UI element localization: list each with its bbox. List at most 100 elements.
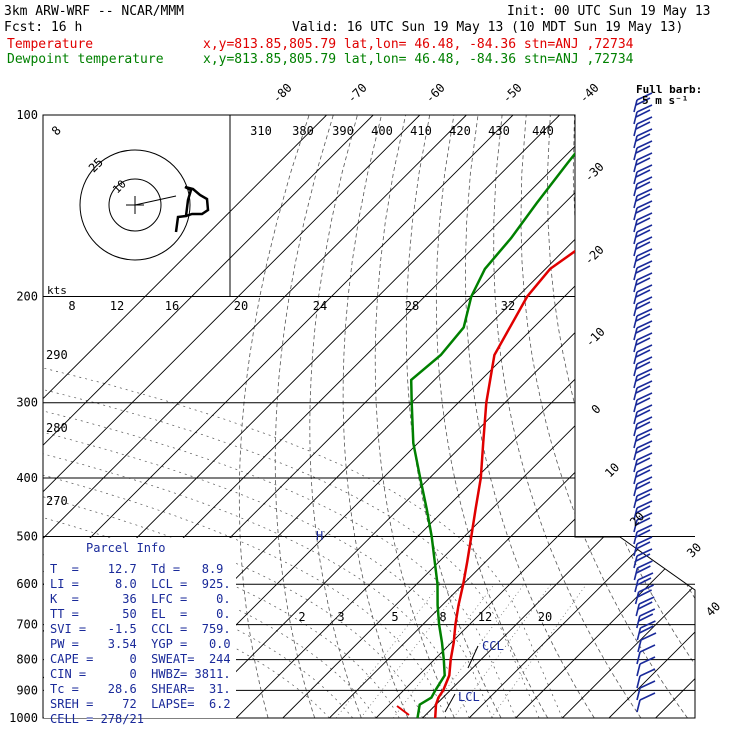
mixing-ratio-label: 3	[337, 610, 344, 624]
wind-barb-flag	[636, 356, 653, 365]
wind-barb-flag	[639, 625, 654, 634]
wind-barb-staff	[636, 615, 641, 629]
wind-barb-staff	[633, 207, 638, 221]
speed-label: 12	[110, 299, 124, 313]
wind-barb-staff	[633, 267, 638, 281]
wind-barb-flag	[636, 440, 653, 449]
wind-barb-flag	[637, 601, 653, 610]
wind-barb-flag	[635, 517, 651, 526]
mixing-ratio-line	[360, 583, 464, 718]
hodograph-ring-label-2: 25	[86, 155, 106, 175]
wind-barb-flag	[637, 572, 654, 581]
pressure-tick-label: 800	[16, 653, 38, 667]
mixing-ratio-label: 20	[538, 610, 552, 624]
theta-label: 400	[371, 124, 393, 138]
wind-barb-staff	[636, 663, 641, 677]
moist-adiabat	[43, 296, 377, 718]
wind-barb-flag	[635, 349, 651, 358]
header: 3km ARW-WRF -- NCAR/MMM Init: 00 UTC Sun…	[4, 4, 711, 67]
temperature-legend-label: Temperature	[7, 37, 93, 52]
wind-barb-staff	[633, 555, 638, 569]
full-barb-title: Full barb:	[636, 83, 702, 96]
wind-barb-staff	[633, 135, 638, 149]
wind-barb-staff	[633, 219, 638, 233]
wind-barb-flag	[636, 524, 653, 533]
wind-barb-flag	[640, 620, 656, 629]
wind-barb-staff	[636, 687, 641, 701]
wind-barb-flag	[636, 428, 653, 437]
wind-barb-flag	[635, 529, 651, 538]
dry-adiabat	[598, 115, 695, 718]
wind-barb-flag	[636, 577, 652, 586]
isotherm-label: 10	[602, 460, 622, 480]
mixing-ratio-line	[335, 583, 441, 718]
wind-barb-flag	[636, 332, 653, 341]
wind-barb-staff	[633, 279, 638, 293]
pressure-tick-label: 900	[16, 683, 38, 697]
parcel-info-title: Parcel Info	[86, 541, 165, 555]
isotherm-line	[43, 115, 421, 718]
wind-barb-flag	[636, 368, 653, 377]
wind-barb-flag	[635, 469, 651, 478]
dry-adiabat	[520, 115, 688, 718]
isotherm-line	[189, 115, 695, 718]
wind-barb-staff	[637, 639, 642, 653]
wind-barb-flag	[635, 313, 651, 322]
isotherm-label: -20	[582, 243, 607, 268]
full-barb-unit: 5 m s⁻¹	[642, 94, 688, 107]
mixing-ratio-line	[490, 583, 587, 718]
isotherm-label: -10	[583, 325, 608, 350]
wind-barb-flag	[636, 344, 653, 353]
height-label: 270	[46, 494, 68, 508]
parcel-info-row: SREH = 72 LAPSE= 6.2	[50, 697, 231, 711]
wind-barb-staff	[636, 675, 641, 689]
wind-barb-staff	[633, 255, 638, 269]
hodograph-ring-outer	[79, 149, 191, 261]
wind-barb-staff	[633, 495, 638, 509]
isotherm-line	[468, 115, 695, 718]
dewpoint-line	[409, 115, 608, 718]
isotherm-line	[43, 115, 467, 718]
theta-label: 440	[532, 124, 554, 138]
wind-barb-staff	[633, 303, 638, 317]
wind-barb-flag	[635, 181, 651, 190]
isotherm-label: 40	[703, 599, 723, 619]
wind-barb-flag	[635, 169, 651, 178]
wind-barb-flag	[635, 385, 651, 394]
wind-barb-flag	[640, 632, 657, 641]
wind-barb-staff	[633, 231, 638, 245]
wind-barb-flag	[639, 644, 656, 653]
isotherm-line	[422, 115, 695, 718]
wind-barb-flag	[635, 217, 651, 226]
isotherm-label: -30	[582, 160, 607, 185]
wind-barbs	[633, 92, 657, 713]
wind-barb-flag	[636, 404, 653, 413]
wind-barb-staff	[633, 315, 638, 329]
wind-barb-flag	[635, 193, 651, 202]
mixing-ratio-line	[393, 583, 495, 718]
parcel-info-box: Parcel Info T = 12.7 Td = 8.9LI = 8.0 LC…	[44, 538, 236, 726]
wind-barb-flag	[635, 301, 651, 310]
wind-barb-staff	[636, 699, 641, 713]
wind-barb-flag	[636, 512, 653, 521]
parcel-info-row: CAPE = 0 SWEAT= 244	[50, 652, 231, 666]
wind-barb-flag	[639, 656, 656, 665]
isotherm-line	[43, 115, 374, 718]
theta-label: 420	[449, 124, 471, 138]
wind-barb-flag	[635, 205, 651, 214]
pressure-tick-label: 400	[16, 471, 38, 485]
wind-barb-flag	[636, 224, 653, 233]
mixing-ratio-label: 5	[391, 610, 398, 624]
parcel-info-row: LI = 8.0 LCL = 925.	[50, 577, 231, 591]
dry-adiabat	[342, 115, 409, 718]
wind-barb-flag	[636, 536, 653, 545]
wind-barb-flag	[636, 140, 653, 149]
parcel-info-rows: T = 12.7 Td = 8.9LI = 8.0 LCL = 925.K = …	[50, 562, 231, 726]
wind-barb-staff	[633, 435, 638, 449]
wind-barb-flag	[636, 104, 653, 113]
wind-barb-flag	[635, 109, 651, 118]
wind-barb-flag	[635, 541, 651, 550]
wind-barb-flag	[635, 373, 651, 382]
wind-barb-flag	[637, 589, 652, 598]
wind-barb-staff	[633, 123, 638, 137]
